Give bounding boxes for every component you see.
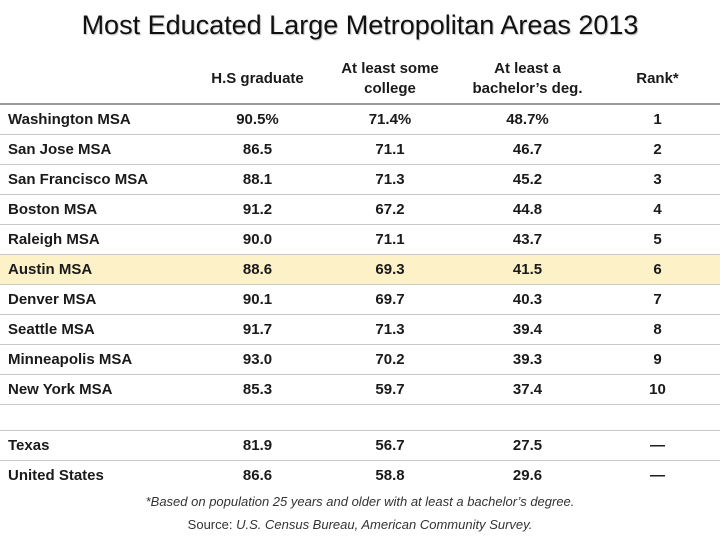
column-header-bachelors: At least a bachelor’s deg. — [460, 55, 595, 104]
rank-value: 3 — [595, 164, 720, 195]
hs-graduate-value: 85.3 — [195, 374, 320, 405]
area-name: Raleigh MSA — [0, 224, 195, 255]
rank-value: 1 — [595, 103, 720, 135]
spacer-cell — [320, 404, 460, 431]
hs-graduate-value: 81.9 — [195, 430, 320, 461]
hs-graduate-value: 88.1 — [195, 164, 320, 195]
source-prefix: Source: — [187, 517, 237, 532]
column-header-rank: Rank* — [636, 70, 679, 87]
spacer-cell — [0, 404, 195, 431]
hs-graduate-value: 90.1 — [195, 284, 320, 315]
some-college-value: 69.7 — [320, 284, 460, 315]
bachelors-value: 29.6 — [460, 460, 595, 490]
source-text: U.S. Census Bureau, American Community S… — [236, 517, 533, 532]
table-row: Minneapolis MSA 93.0 70.2 39.3 9 — [0, 344, 720, 375]
table-row: United States 86.6 58.8 29.6— — [0, 460, 720, 490]
table-row: Washington MSA 90.5% 71.4% 48.7% 1 — [0, 103, 720, 135]
area-name: Seattle MSA — [0, 314, 195, 345]
hs-graduate-value: 91.7 — [195, 314, 320, 345]
rank-value: 9 — [595, 344, 720, 375]
hs-graduate-value: 90.0 — [195, 224, 320, 255]
hs-graduate-value: 86.5 — [195, 134, 320, 165]
column-header-some-college-label: At least some college — [341, 60, 439, 97]
some-college-value: 58.8 — [320, 460, 460, 490]
bachelors-value: 40.3 — [460, 284, 595, 315]
area-name: Texas — [0, 430, 195, 461]
some-college-value: 67.2 — [320, 194, 460, 225]
column-header-bachelors-label: At least a bachelor’s deg. — [472, 60, 583, 97]
table-row: San Jose MSA 86.5 71.1 46.7 2 — [0, 134, 720, 165]
rank-value: — — [595, 460, 720, 490]
source-line: Source: U.S. Census Bureau, American Com… — [0, 517, 720, 532]
table-row: Austin MSA 88.6 69.3 41.5 6 — [0, 254, 720, 285]
rank-value: 5 — [595, 224, 720, 255]
table-header: H.S graduate At least some college At le… — [0, 55, 720, 104]
spacer-row — [0, 404, 720, 431]
some-college-value: 71.3 — [320, 314, 460, 345]
rank-value: 4 — [595, 194, 720, 225]
bachelors-value: 39.4 — [460, 314, 595, 345]
bachelors-value: 43.7 — [460, 224, 595, 255]
table-row: Seattle MSA 91.7 71.3 39.4 8 — [0, 314, 720, 345]
table-row: San Francisco MSA 88.1 71.3 45.2 3 — [0, 164, 720, 195]
footnote: *Based on population 25 years and older … — [145, 494, 575, 509]
area-name: United States — [0, 460, 195, 490]
rank-value: 8 — [595, 314, 720, 345]
spacer-cell — [595, 404, 720, 431]
hs-graduate-value: 86.6 — [195, 460, 320, 490]
area-name: Minneapolis MSA — [0, 344, 195, 375]
some-college-value: 71.3 — [320, 164, 460, 195]
bachelors-value: 37.4 — [460, 374, 595, 405]
area-name: Austin MSA — [0, 254, 195, 285]
hs-graduate-value: 93.0 — [195, 344, 320, 375]
column-header-some-college: At least some college — [320, 55, 460, 104]
rank-value: — — [595, 430, 720, 461]
some-college-value: 59.7 — [320, 374, 460, 405]
rank-value: 10 — [595, 374, 720, 405]
area-name: Denver MSA — [0, 284, 195, 315]
some-college-value: 70.2 — [320, 344, 460, 375]
table-row: Texas 81.9 56.7 27.5— — [0, 430, 720, 461]
area-name: San Francisco MSA — [0, 164, 195, 195]
bachelors-value: 48.7% — [460, 103, 595, 135]
hs-graduate-value: 90.5% — [195, 103, 320, 135]
some-college-value: 56.7 — [320, 430, 460, 461]
bachelors-value: 45.2 — [460, 164, 595, 195]
some-college-value: 71.4% — [320, 103, 460, 135]
hs-graduate-value: 88.6 — [195, 254, 320, 285]
rank-value: 7 — [595, 284, 720, 315]
table-row: New York MSA 85.3 59.7 37.4 10 — [0, 374, 720, 405]
column-header-hs-graduate: H.S graduate — [211, 70, 304, 87]
table-row: Raleigh MSA 90.0 71.1 43.7 5 — [0, 224, 720, 255]
bachelors-value: 41.5 — [460, 254, 595, 285]
area-name: New York MSA — [0, 374, 195, 405]
bachelors-value: 27.5 — [460, 430, 595, 461]
rank-value: 6 — [595, 254, 720, 285]
rank-value: 2 — [595, 134, 720, 165]
hs-graduate-value: 91.2 — [195, 194, 320, 225]
area-name: San Jose MSA — [0, 134, 195, 165]
bachelors-value: 39.3 — [460, 344, 595, 375]
table-row: Denver MSA 90.1 69.7 40.3 7 — [0, 284, 720, 315]
column-header-area — [0, 55, 195, 104]
education-table: H.S graduate At least some college At le… — [0, 55, 720, 490]
some-college-value: 71.1 — [320, 134, 460, 165]
spacer-cell — [460, 404, 595, 431]
area-name: Washington MSA — [0, 103, 195, 135]
some-college-value: 71.1 — [320, 224, 460, 255]
page-title: Most Educated Large Metropolitan Areas 2… — [81, 10, 639, 40]
table-body: Washington MSA 90.5% 71.4% 48.7% 1 San Jose M… — [0, 103, 720, 490]
area-name: Boston MSA — [0, 194, 195, 225]
some-college-value: 69.3 — [320, 254, 460, 285]
bachelors-value: 44.8 — [460, 194, 595, 225]
bachelors-value: 46.7 — [460, 134, 595, 165]
spacer-cell — [195, 404, 320, 431]
table-row: Boston MSA 91.2 67.2 44.8 4 — [0, 194, 720, 225]
